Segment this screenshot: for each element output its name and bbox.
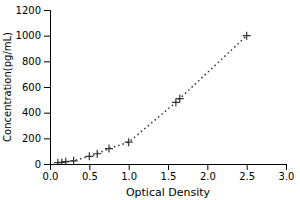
x-axis: 0.0 0.5 1.0 1.5 2.0 2.5 3.0 xyxy=(43,164,295,182)
x-axis-line xyxy=(51,165,287,171)
y-axis-tick-mark xyxy=(44,36,50,37)
x-axis-tick: 0.0 xyxy=(43,164,59,182)
x-axis-tick-mark xyxy=(286,164,287,170)
chart: 0.0 0.5 1.0 1.5 2.0 2.5 3.0 0 200 400 600 800 1000 12… xyxy=(0,0,300,200)
y-axis-tick: 200 xyxy=(22,133,50,144)
x-axis-tick-label: 0.0 xyxy=(43,171,59,182)
y-axis-tick-label: 0 xyxy=(35,159,41,170)
x-axis-tick-label: 1.0 xyxy=(121,171,137,182)
x-axis-tick-label: 0.5 xyxy=(82,171,98,182)
y-axis: 0 200 400 600 800 1000 1200 xyxy=(16,5,51,170)
marks xyxy=(54,32,251,164)
x-axis-tick: 2.5 xyxy=(239,164,255,182)
y-axis-title: Concentration(pg/mL) xyxy=(2,32,13,142)
y-axis-tick-mark xyxy=(44,138,50,139)
x-axis-tick: 3.0 xyxy=(279,164,295,182)
x-axis-tick-label: 2.0 xyxy=(200,171,216,182)
y-axis-tick: 800 xyxy=(22,56,50,67)
x-axis-tick: 1.5 xyxy=(161,164,177,182)
data-point xyxy=(105,145,113,153)
y-axis-line xyxy=(44,11,51,165)
y-axis-tick: 1200 xyxy=(16,5,50,16)
y-axis-tick-mark xyxy=(44,113,50,114)
y-axis-tick: 0 xyxy=(35,159,50,170)
y-axis-tick-label: 800 xyxy=(22,56,41,67)
y-axis-tick: 1000 xyxy=(16,30,50,41)
x-axis-tick-mark xyxy=(247,164,248,170)
y-axis-tick-label: 1200 xyxy=(16,5,41,16)
data-point xyxy=(176,95,184,103)
plot: 0.0 0.5 1.0 1.5 2.0 2.5 3.0 0 200 400 600 800 1000 12… xyxy=(16,5,295,182)
y-axis-tick-mark xyxy=(44,87,50,88)
y-axis-tick-mark xyxy=(44,10,50,11)
y-axis-tick: 400 xyxy=(22,107,50,118)
y-axis-tick-label: 600 xyxy=(22,82,41,93)
x-axis-tick-mark xyxy=(129,164,130,170)
data-point xyxy=(125,138,133,146)
y-axis-tick: 600 xyxy=(22,82,50,93)
data-point xyxy=(243,32,251,40)
x-axis-tick-label: 2.5 xyxy=(239,171,255,182)
y-axis-tick-label: 200 xyxy=(22,133,41,144)
data-point xyxy=(54,159,62,164)
x-axis-tick: 2.0 xyxy=(200,164,216,182)
data-line xyxy=(58,36,247,163)
y-axis-tick-label: 400 xyxy=(22,107,41,118)
data-point xyxy=(62,158,70,164)
y-axis-tick-mark xyxy=(44,61,50,62)
data-point xyxy=(93,150,101,158)
y-axis-tick-label: 1000 xyxy=(16,30,41,41)
x-axis-tick-label: 1.5 xyxy=(161,171,177,182)
x-axis-tick-label: 3.0 xyxy=(279,171,295,182)
x-axis-tick-mark xyxy=(168,164,169,170)
data-point xyxy=(172,98,180,106)
x-axis-tick: 0.5 xyxy=(82,164,98,182)
data-point xyxy=(70,157,78,164)
x-axis-tick-mark xyxy=(89,164,90,170)
x-axis-title: Optical Density xyxy=(126,186,211,199)
x-axis-tick-mark xyxy=(207,164,208,170)
data-point xyxy=(85,152,93,160)
x-axis-tick: 1.0 xyxy=(121,164,137,182)
y-axis-tick-mark xyxy=(44,164,50,165)
